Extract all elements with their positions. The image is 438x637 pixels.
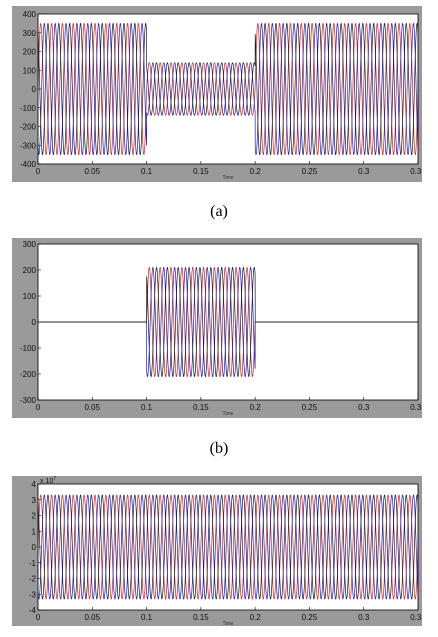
x-tick-label: 0.15 [193, 167, 209, 176]
series-line-phase-3 [37, 22, 419, 156]
chart-panel-a: 400 300 200 100 0 -100 -200 -300 -400 0 0.05 0.1 0.1… [12, 6, 422, 182]
y-tick-label: -4 [29, 606, 37, 615]
caption-a: (a) [210, 203, 228, 220]
y-tick-label: -3 [29, 590, 37, 599]
y-tick-label: -1 [29, 559, 37, 568]
x-tick-label: 0 [36, 167, 41, 176]
plot-frame [37, 13, 419, 165]
x-axis-label: Time [223, 621, 234, 626]
x-tick-label: 0.05 [84, 403, 100, 412]
chart-panel-b: 300 200 100 0 -100 -200 -300 0 0.05 0.1 0.15 0.2 0.2… [12, 238, 422, 418]
x-tick-label: 0.15 [193, 613, 209, 622]
y-tick-label: 300 [23, 29, 37, 38]
x-tick-label: 0.1 [141, 403, 153, 412]
x-tick-label: 0.2 [250, 403, 262, 412]
y-tick-label: -300 [20, 141, 37, 150]
y-tick-label: -400 [20, 160, 37, 169]
x-tick-label: 0.05 [84, 613, 100, 622]
y-tick-label: 100 [23, 292, 37, 301]
y-tick-label: -100 [20, 104, 37, 113]
x-tick-label: 0.1 [141, 613, 153, 622]
x-tick-label: 0.15 [193, 403, 209, 412]
y-tick-label: -300 [20, 396, 37, 405]
y-tick-label: -200 [20, 123, 37, 132]
y-tick-label: 300 [23, 240, 37, 249]
x-tick-label: 0.25 [302, 167, 318, 176]
x-axis-label: Time [223, 175, 234, 181]
y-tick-label: 100 [23, 66, 37, 75]
x-tick-label: 0.3 [358, 613, 370, 622]
series-line-phase-1 [37, 22, 419, 156]
series-line-phase-1 [37, 494, 419, 600]
y-tick-label: 0 [32, 85, 37, 94]
y-tick-label: 4 [32, 480, 37, 489]
x-tick-label: 0.25 [302, 403, 318, 412]
y-tick-label: 2 [32, 512, 37, 521]
y-multiplier-label: x 107 [40, 476, 56, 485]
y-tick-label: 0 [32, 543, 37, 552]
x-tick-label: 0.2 [250, 167, 262, 176]
y-tick-label: -200 [20, 370, 37, 379]
x-tick-label: 0.05 [84, 167, 100, 176]
x-tick-label: 0.35 [410, 167, 422, 176]
x-tick-label: 0.25 [302, 613, 318, 622]
y-tick-label: -2 [29, 575, 37, 584]
x-tick-label: 0.1 [141, 167, 153, 176]
y-tick-label: 200 [23, 266, 37, 275]
chart-panel-c: 43210-1-2-3-400.050.10.150.20.250.30.35T… [12, 476, 422, 626]
y-tick-label: 3 [32, 496, 37, 505]
plot-frame [37, 483, 419, 611]
x-tick-label: 0.2 [250, 613, 262, 622]
series-line-phase-2 [37, 494, 419, 600]
y-tick-label: 1 [32, 527, 37, 536]
x-axis-label: Time [223, 411, 234, 417]
x-tick-label: 0.35 [410, 613, 422, 622]
x-tick-label: 0 [36, 403, 41, 412]
series-line-phase-3 [38, 266, 418, 378]
series-line-phase-2 [37, 22, 419, 156]
series-line-phase-3 [37, 494, 419, 600]
y-tick-label: 400 [23, 10, 37, 19]
x-tick-label: 0.3 [358, 403, 370, 412]
plot-frame [37, 243, 419, 401]
chart-c: 43210-1-2-3-400.050.10.150.20.250.30.35T… [29, 476, 422, 626]
x-tick-label: 0.35 [410, 403, 422, 412]
y-tick-label: 200 [23, 48, 37, 57]
y-tick-label: 0 [32, 318, 37, 327]
x-tick-label: 0.3 [358, 167, 370, 176]
x-tick-label: 0 [36, 613, 41, 622]
y-tick-label: -100 [20, 344, 37, 353]
caption-b: (b) [209, 440, 229, 457]
